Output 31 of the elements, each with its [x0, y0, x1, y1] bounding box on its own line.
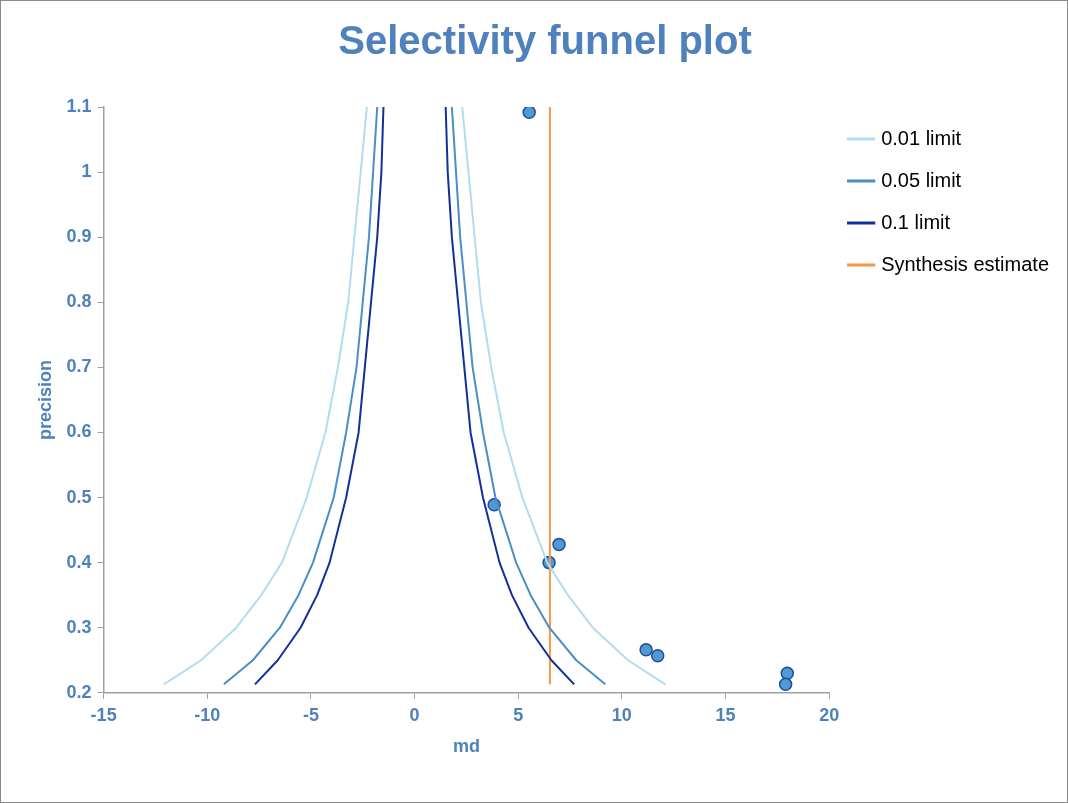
legend-label: 0.05 limit [881, 168, 962, 191]
y-tick-label: 1 [81, 161, 92, 182]
y-tick-label: 0.7 [66, 356, 92, 377]
x-axis-title: md [452, 736, 480, 757]
y-tick-label: 0.9 [66, 226, 92, 247]
point [780, 666, 795, 681]
legend-label: 0.01 limit [881, 126, 962, 149]
point [522, 107, 536, 119]
y-tick-label: 0.2 [66, 681, 92, 702]
x-tick-label: -10 [194, 704, 221, 725]
x-tick-label: 20 [819, 704, 840, 725]
legend-label: Synthesis estimate [881, 252, 1050, 275]
x-tick-label: 5 [513, 704, 524, 725]
point [650, 648, 665, 663]
x-tick-label: 0 [409, 704, 420, 725]
point [639, 643, 653, 657]
y-tick-label: 0.3 [66, 616, 92, 637]
y-tick-label: 0.6 [66, 421, 92, 442]
x-tick-label: -15 [90, 704, 117, 725]
x-tick-label: 10 [611, 704, 632, 725]
legend-label: 0.1 limit [881, 210, 951, 233]
point [778, 677, 793, 692]
y-tick-label: 0.5 [66, 486, 92, 507]
y-axis-title: precision [34, 359, 55, 440]
x-tick-label: -5 [302, 704, 319, 725]
y-tick-label: 0.4 [66, 551, 92, 572]
y-tick-label: 0.8 [66, 291, 92, 312]
y-tick-label: 1.1 [66, 95, 92, 116]
chart-title: Selectivity funnel plot [338, 18, 752, 63]
x-tick-label: 15 [715, 704, 736, 725]
point [552, 537, 566, 552]
